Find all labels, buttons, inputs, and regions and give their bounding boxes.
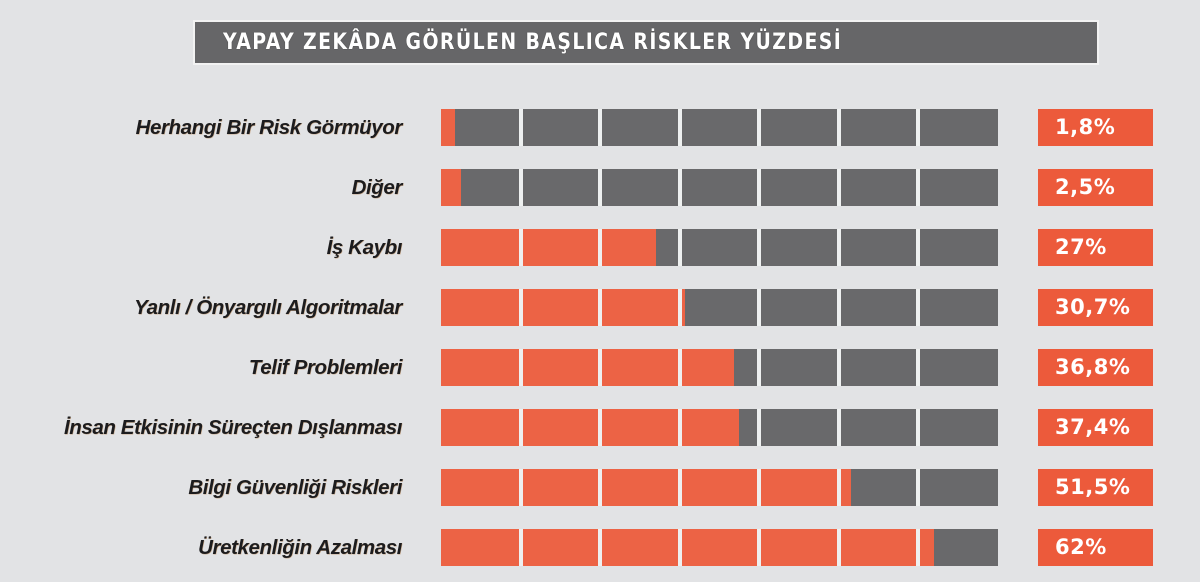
bar-fill bbox=[441, 349, 734, 386]
segment-divider bbox=[598, 409, 603, 446]
value-label: 30,7% bbox=[1055, 295, 1131, 319]
value-label: 51,5% bbox=[1055, 475, 1131, 499]
segment-divider bbox=[677, 409, 682, 446]
segment-divider bbox=[598, 229, 603, 266]
chart-row: Bilgi Güvenliği Riskleri 51,5% bbox=[0, 469, 1200, 506]
segment-divider bbox=[677, 289, 682, 326]
bar-fill bbox=[441, 409, 739, 446]
segment-divider bbox=[836, 349, 841, 386]
category-label: Yanlı / Önyargılı Algoritmalar bbox=[134, 296, 402, 319]
segment-divider bbox=[598, 289, 603, 326]
category-label: Diğer bbox=[351, 176, 403, 199]
segment-divider bbox=[518, 289, 523, 326]
value-badge: 30,7% bbox=[1038, 289, 1153, 326]
value-badge: 36,8% bbox=[1038, 349, 1153, 386]
segment-divider bbox=[598, 349, 603, 386]
segment-divider bbox=[598, 109, 603, 146]
chart-title: YAPAY ZEKÂDA GÖRÜLEN BAŞLICA RİSKLER YÜZ… bbox=[223, 30, 843, 55]
bar-track bbox=[441, 109, 998, 146]
chart-title-banner: YAPAY ZEKÂDA GÖRÜLEN BAŞLICA RİSKLER YÜZ… bbox=[195, 22, 1097, 63]
segment-divider bbox=[598, 169, 603, 206]
bar-fill bbox=[441, 469, 851, 506]
segment-divider bbox=[757, 289, 762, 326]
bar-track bbox=[441, 289, 998, 326]
category-label: Bilgi Güvenliği Riskleri bbox=[188, 476, 402, 499]
value-label: 36,8% bbox=[1055, 355, 1131, 379]
category-label: Herhangi Bir Risk Görmüyor bbox=[135, 116, 403, 139]
category-label: İş Kaybı bbox=[326, 236, 403, 259]
segment-divider bbox=[677, 229, 682, 266]
segment-divider bbox=[757, 229, 762, 266]
value-label: 1,8% bbox=[1055, 115, 1116, 139]
bar-fill bbox=[441, 289, 686, 326]
bar-track bbox=[441, 349, 998, 386]
segment-divider bbox=[757, 349, 762, 386]
segment-divider bbox=[757, 109, 762, 146]
segment-divider bbox=[836, 109, 841, 146]
segment-divider bbox=[677, 109, 682, 146]
segment-divider bbox=[836, 289, 841, 326]
chart-row: İş Kaybı 27% bbox=[0, 229, 1200, 266]
value-badge: 37,4% bbox=[1038, 409, 1153, 446]
value-badge: 27% bbox=[1038, 229, 1153, 266]
category-label: Telif Problemleri bbox=[248, 356, 402, 379]
segment-divider bbox=[836, 529, 841, 566]
bar-fill bbox=[441, 529, 935, 566]
segment-divider bbox=[677, 169, 682, 206]
segment-divider bbox=[836, 229, 841, 266]
chart-row: Diğer 2,5% bbox=[0, 169, 1200, 206]
segment-divider bbox=[518, 349, 523, 386]
bar-track bbox=[441, 469, 998, 506]
bar-fill bbox=[441, 229, 656, 266]
segment-divider bbox=[518, 469, 523, 506]
segment-divider bbox=[916, 529, 921, 566]
segment-divider bbox=[598, 529, 603, 566]
segment-divider bbox=[836, 409, 841, 446]
value-badge: 62% bbox=[1038, 529, 1153, 566]
segment-divider bbox=[677, 349, 682, 386]
segment-divider bbox=[916, 469, 921, 506]
segment-divider bbox=[916, 169, 921, 206]
segment-divider bbox=[677, 529, 682, 566]
chart-row: Üretkenliğin Azalması 62% bbox=[0, 529, 1200, 566]
bar-fill bbox=[441, 109, 456, 146]
segment-divider bbox=[757, 409, 762, 446]
value-label: 2,5% bbox=[1055, 175, 1116, 199]
bar-track bbox=[441, 409, 998, 446]
chart-row: Yanlı / Önyargılı Algoritmalar 30,7% bbox=[0, 289, 1200, 326]
bar-track bbox=[441, 169, 998, 206]
segment-divider bbox=[518, 109, 523, 146]
chart-row: Telif Problemleri 36,8% bbox=[0, 349, 1200, 386]
segment-divider bbox=[916, 409, 921, 446]
value-badge: 1,8% bbox=[1038, 109, 1153, 146]
value-label: 27% bbox=[1055, 235, 1107, 259]
value-label: 37,4% bbox=[1055, 415, 1131, 439]
segment-divider bbox=[836, 469, 841, 506]
segment-divider bbox=[916, 229, 921, 266]
chart-row: Herhangi Bir Risk Görmüyor 1,8% bbox=[0, 109, 1200, 146]
value-badge: 51,5% bbox=[1038, 469, 1153, 506]
segment-divider bbox=[916, 289, 921, 326]
segment-divider bbox=[518, 169, 523, 206]
segment-divider bbox=[518, 409, 523, 446]
bar-track bbox=[441, 529, 998, 566]
segment-divider bbox=[518, 529, 523, 566]
chart-row: İnsan Etkisinin Süreçten Dışlanması 37,4% bbox=[0, 409, 1200, 446]
bar-fill bbox=[441, 169, 461, 206]
segment-divider bbox=[757, 529, 762, 566]
segment-divider bbox=[518, 229, 523, 266]
segment-divider bbox=[757, 469, 762, 506]
category-label: Üretkenliğin Azalması bbox=[198, 536, 402, 559]
bar-track bbox=[441, 229, 998, 266]
value-badge: 2,5% bbox=[1038, 169, 1153, 206]
segment-divider bbox=[598, 469, 603, 506]
segment-divider bbox=[916, 349, 921, 386]
segment-divider bbox=[677, 469, 682, 506]
value-label: 62% bbox=[1055, 535, 1107, 559]
segment-divider bbox=[916, 109, 921, 146]
segment-divider bbox=[836, 169, 841, 206]
category-label: İnsan Etkisinin Süreçten Dışlanması bbox=[63, 416, 402, 439]
segment-divider bbox=[757, 169, 762, 206]
